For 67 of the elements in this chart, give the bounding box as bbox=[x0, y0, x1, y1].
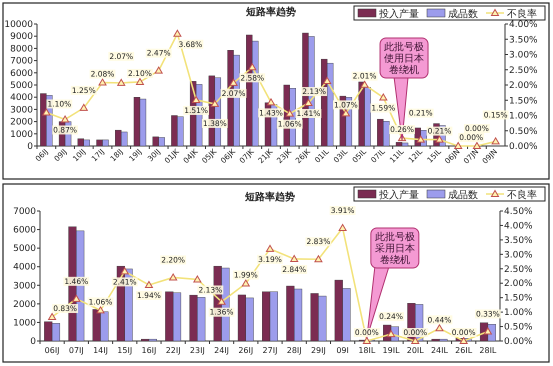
y-tick-label: 7000 bbox=[10, 56, 34, 67]
y-tick-label: 5000 bbox=[10, 81, 34, 91]
x-tick-label: 18IL bbox=[358, 346, 376, 355]
y2-tick-label: 3.00% bbox=[509, 50, 538, 60]
x-tick-label: 16IJ bbox=[141, 346, 156, 355]
y-tick-label: 5000 bbox=[13, 244, 36, 254]
y-tick-label: 8000 bbox=[10, 44, 34, 54]
x-tick-label: 20IL bbox=[406, 346, 424, 355]
x-tick-label: 19IL bbox=[382, 346, 400, 355]
x-tick-label: 23IJ bbox=[190, 346, 205, 355]
y2-tick-label: 1.00% bbox=[504, 308, 534, 318]
x-tick-label: 28IJ bbox=[286, 346, 302, 355]
x-tick-label: 07IJ bbox=[68, 346, 84, 355]
x-tick-label: 09I bbox=[336, 346, 349, 355]
y2-tick-label: 2.50% bbox=[509, 66, 538, 76]
y2-tick-label: 0.00% bbox=[509, 142, 538, 152]
y-tick-label: 2000 bbox=[10, 118, 34, 128]
x-tick-label: 29IJ bbox=[310, 346, 326, 355]
y-tick-label: 7000 bbox=[13, 207, 36, 217]
legend-label: 投入产量 bbox=[378, 189, 419, 201]
y2-tick-label: 2.00% bbox=[509, 81, 538, 91]
y2-tick-label: 0.50% bbox=[504, 322, 534, 333]
y2-tick-label: 3.00% bbox=[504, 250, 534, 260]
x-tick-label: 26IL bbox=[455, 346, 473, 355]
y-tick-label: 0 bbox=[30, 337, 36, 347]
y2-tick-label: 0.50% bbox=[509, 126, 538, 137]
chart-title: 短路率趋势 bbox=[245, 6, 296, 18]
annotation: 此批号极采用日本卷绕机 bbox=[374, 231, 415, 266]
x-tick-label: 24IJ bbox=[214, 346, 230, 355]
y2-tick-label: 0.00% bbox=[504, 337, 534, 347]
legend-label: 成品数 bbox=[448, 8, 478, 20]
x-tick-label: 24IL bbox=[430, 346, 449, 355]
legend-label: 投入产量 bbox=[378, 8, 419, 20]
y2-tick-label: 1.50% bbox=[504, 294, 534, 304]
x-tick-label: 28IL bbox=[479, 346, 497, 355]
legend-label: 成品数 bbox=[448, 189, 478, 201]
y-tick-label: 1000 bbox=[10, 130, 34, 140]
y-tick-label: 1000 bbox=[13, 318, 36, 328]
annotation: 此批号极使用日本卷绕机 bbox=[384, 41, 424, 76]
y-tick-label: 3000 bbox=[13, 281, 36, 292]
legend-label: 不良率 bbox=[507, 189, 537, 201]
y2-tick-label: 2.00% bbox=[504, 279, 534, 290]
x-tick-label: 27IJ bbox=[262, 346, 278, 355]
y2-tick-label: 1.50% bbox=[509, 96, 538, 106]
y-tick-label: 4000 bbox=[13, 262, 36, 273]
x-tick-label: 22IJ bbox=[166, 346, 181, 355]
y-tick-label: 6000 bbox=[13, 226, 36, 236]
y2-tick-label: 4.00% bbox=[504, 221, 534, 232]
legend-label: 不良率 bbox=[507, 8, 537, 20]
y-tick-label: 6000 bbox=[10, 68, 34, 79]
y2-tick-label: 2.50% bbox=[504, 264, 534, 275]
y-tick-label: 9000 bbox=[10, 32, 34, 42]
y-tick-label: 4000 bbox=[10, 93, 34, 104]
x-tick-label: 15IJ bbox=[117, 346, 132, 355]
y-tick-label: 3000 bbox=[10, 105, 34, 116]
x-tick-label: 14IJ bbox=[93, 346, 108, 355]
x-tick-label: 06IJ bbox=[44, 346, 60, 355]
y2-tick-label: 1.00% bbox=[509, 112, 538, 122]
x-tick-label: 26IJ bbox=[238, 346, 254, 355]
y2-tick-label: 4.00% bbox=[509, 20, 538, 30]
chart-title: 短路率趋势 bbox=[244, 191, 295, 203]
y2-tick-label: 3.50% bbox=[509, 35, 538, 46]
y2-tick-label: 3.50% bbox=[504, 236, 534, 246]
y-tick-label: 10000 bbox=[4, 20, 34, 30]
y2-tick-label: 4.50% bbox=[504, 207, 534, 217]
y-tick-label: 2000 bbox=[13, 300, 36, 310]
y-tick-label: 0 bbox=[27, 142, 34, 152]
